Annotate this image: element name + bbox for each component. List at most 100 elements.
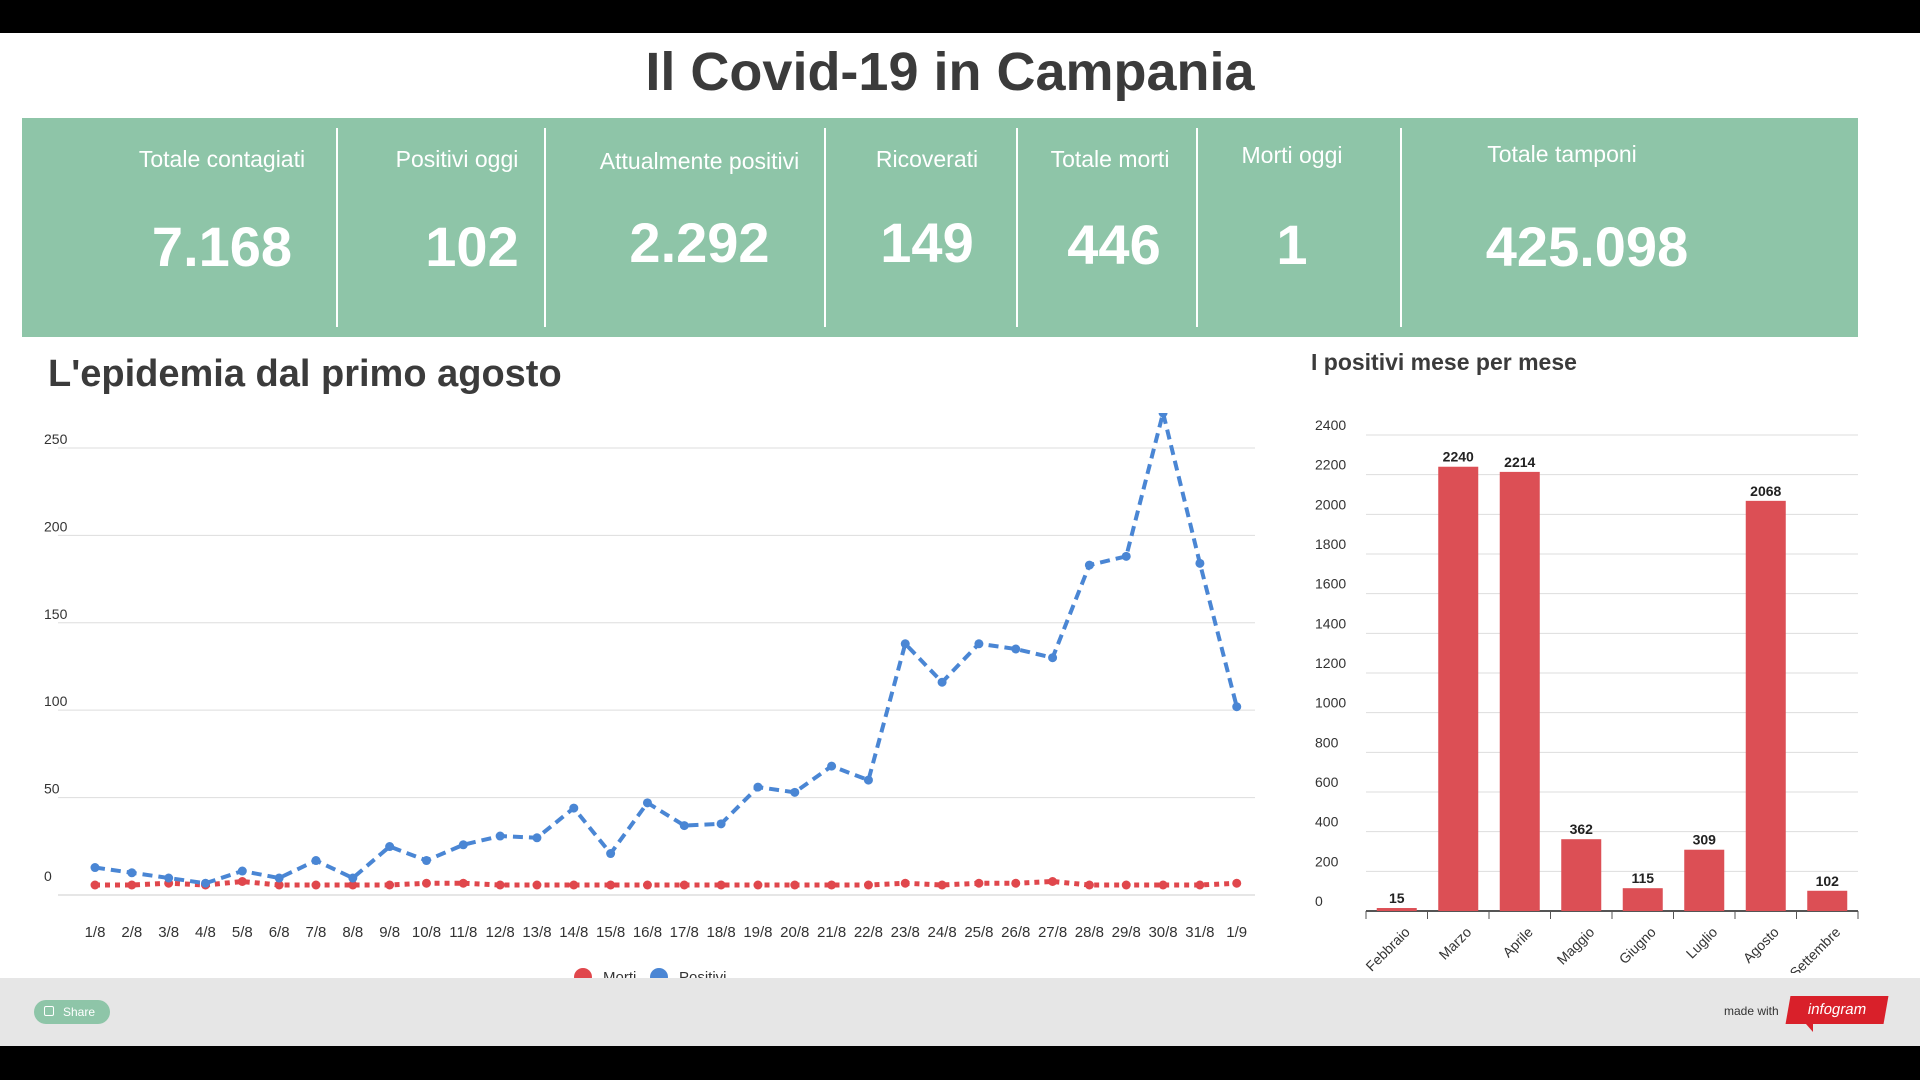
divider bbox=[336, 128, 338, 327]
data-point-morti bbox=[1158, 880, 1168, 890]
data-point-morti bbox=[1121, 880, 1131, 890]
y-tick-label: 0 bbox=[44, 868, 52, 884]
data-point-positivi bbox=[237, 866, 247, 876]
data-point-morti bbox=[716, 880, 726, 890]
y-tick-label: 2200 bbox=[1315, 457, 1346, 473]
data-point-morti bbox=[679, 880, 689, 890]
bar bbox=[1622, 888, 1663, 911]
dashboard: Il Covid-19 in Campania Totale contagiat… bbox=[0, 33, 1920, 1046]
stat-value: 102 bbox=[425, 215, 519, 278]
x-tick-label: Settembre bbox=[1786, 924, 1843, 973]
bar-value-label: 2214 bbox=[1504, 454, 1535, 470]
stat-value: 446 bbox=[1067, 213, 1161, 276]
share-icon bbox=[44, 1006, 54, 1016]
bar-chart: 0 200 400 600 800 1000 1200 1400 1600 1800 2000 220… bbox=[1315, 417, 1859, 973]
stat-totale-tamponi: Totale tamponi 425.098 bbox=[1422, 118, 1702, 337]
x-tick-label: 1/8 bbox=[85, 924, 106, 941]
infogram-logo-tail bbox=[1806, 1024, 1813, 1032]
x-tick-label: Aprile bbox=[1499, 924, 1536, 961]
made-with-label: made with bbox=[1724, 1004, 1779, 1018]
bar-value-label: 115 bbox=[1631, 870, 1654, 886]
divider bbox=[1196, 128, 1198, 327]
data-point-positivi bbox=[348, 873, 358, 883]
x-tick-label: Luglio bbox=[1683, 924, 1721, 962]
x-tick-label: 11/8 bbox=[449, 924, 477, 941]
divider bbox=[544, 128, 546, 327]
x-tick-label: 27/8 bbox=[1038, 924, 1067, 941]
y-tick-label: 250 bbox=[44, 431, 68, 447]
x-tick-label: 6/8 bbox=[269, 924, 290, 941]
bar-value-label: 309 bbox=[1693, 832, 1717, 848]
infogram-logo[interactable]: infogram bbox=[1785, 996, 1889, 1024]
x-tick-label: 18/8 bbox=[707, 924, 736, 941]
bar-value-label: 2240 bbox=[1443, 449, 1474, 465]
x-tick-label: 3/8 bbox=[158, 924, 179, 941]
series-line-positivi bbox=[94, 413, 1239, 886]
x-tick-label: Febbraio bbox=[1362, 924, 1413, 973]
bar bbox=[1499, 471, 1540, 911]
bar bbox=[1376, 908, 1417, 911]
y-tick-label: 2000 bbox=[1315, 496, 1346, 512]
data-point-morti bbox=[237, 877, 247, 887]
bar bbox=[1561, 839, 1602, 911]
stat-label: Totale tamponi bbox=[1487, 141, 1637, 167]
data-point-positivi bbox=[606, 849, 616, 859]
data-point-positivi bbox=[495, 831, 505, 841]
data-point-positivi bbox=[1232, 702, 1242, 712]
data-point-morti bbox=[274, 880, 284, 890]
y-tick-label: 1400 bbox=[1315, 615, 1346, 631]
stat-label: Morti oggi bbox=[1241, 142, 1343, 168]
y-tick-label: 1800 bbox=[1315, 536, 1346, 552]
stat-label: Attualmente positivi bbox=[599, 148, 800, 174]
line-chart-title: L'epidemia dal primo agosto bbox=[48, 353, 562, 395]
data-point-morti bbox=[863, 880, 873, 890]
data-point-positivi bbox=[1011, 644, 1021, 654]
x-tick-label: 20/8 bbox=[780, 924, 809, 941]
data-point-positivi bbox=[937, 677, 947, 687]
data-point-morti bbox=[458, 878, 468, 888]
stat-totale-morti: Totale morti 446 bbox=[1022, 118, 1198, 337]
data-point-positivi bbox=[863, 775, 873, 785]
data-point-positivi bbox=[827, 761, 837, 771]
x-tick-label: 24/8 bbox=[927, 924, 956, 941]
share-button[interactable]: Share bbox=[34, 1000, 110, 1024]
data-point-morti bbox=[1011, 878, 1021, 888]
stat-label: Totale morti bbox=[1050, 146, 1170, 172]
stat-value: 149 bbox=[880, 211, 974, 274]
share-label: Share bbox=[63, 1005, 96, 1019]
data-point-positivi bbox=[164, 873, 174, 883]
stat-value: 2.292 bbox=[629, 211, 770, 274]
x-tick-label: 2/8 bbox=[121, 924, 142, 941]
y-tick-label: 150 bbox=[44, 606, 68, 622]
bar-value-label: 102 bbox=[1816, 873, 1840, 889]
x-tick-label: 10/8 bbox=[412, 924, 441, 941]
data-point-morti bbox=[790, 880, 800, 890]
data-point-positivi bbox=[679, 821, 689, 831]
x-tick-label: 30/8 bbox=[1148, 924, 1177, 941]
data-point-positivi bbox=[311, 856, 321, 866]
y-tick-label: 100 bbox=[44, 693, 68, 709]
data-point-positivi bbox=[790, 787, 800, 797]
data-point-morti bbox=[90, 880, 100, 890]
y-tick-label: 1200 bbox=[1315, 655, 1346, 671]
data-point-positivi bbox=[1158, 413, 1168, 418]
y-tick-label: 200 bbox=[1315, 853, 1339, 869]
data-point-morti bbox=[1048, 877, 1058, 887]
data-point-morti bbox=[127, 880, 137, 890]
series-line-morti bbox=[95, 878, 1237, 888]
data-point-positivi bbox=[532, 833, 542, 843]
x-tick-label: 29/8 bbox=[1112, 924, 1141, 941]
data-point-morti bbox=[900, 878, 910, 888]
page-title: Il Covid-19 in Campania bbox=[645, 42, 1255, 102]
divider bbox=[824, 128, 826, 327]
data-point-positivi bbox=[974, 639, 984, 649]
bar-value-label: 2068 bbox=[1750, 483, 1781, 499]
x-tick-label: 26/8 bbox=[1001, 924, 1030, 941]
data-point-positivi bbox=[753, 782, 763, 792]
stat-label: Totale contagiati bbox=[138, 146, 306, 172]
stat-value: 425.098 bbox=[1485, 215, 1689, 278]
bar-value-label: 362 bbox=[1570, 821, 1594, 837]
stat-label: Ricoverati bbox=[875, 146, 979, 172]
stat-positivi-oggi: Positivi oggi 102 bbox=[352, 118, 562, 337]
data-point-positivi bbox=[642, 798, 652, 808]
